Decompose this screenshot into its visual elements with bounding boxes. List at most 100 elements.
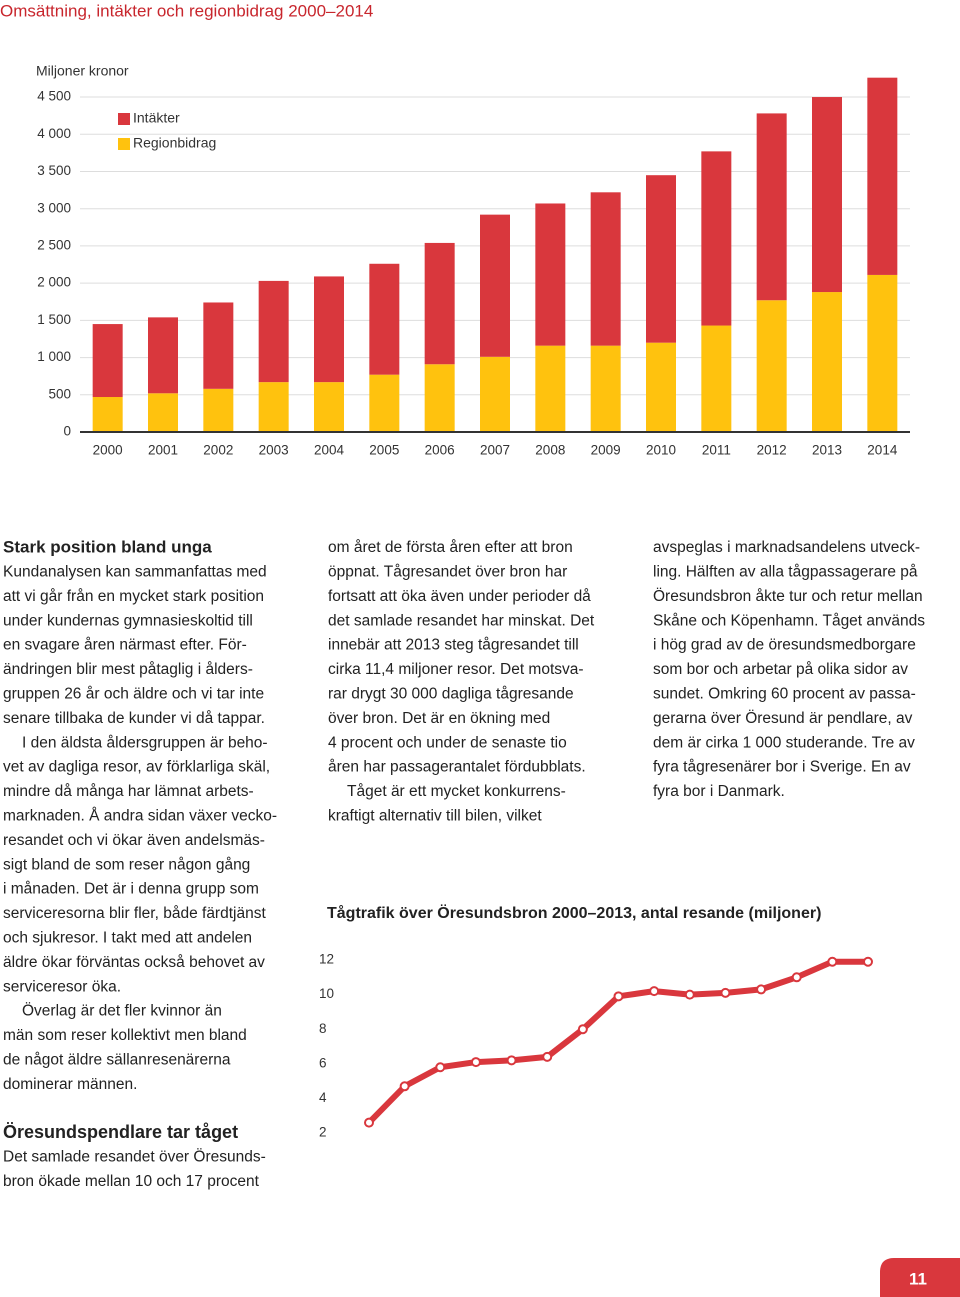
bar-segment [756, 113, 787, 301]
body-text-line: avspeglas i marknadsandelens utveck- [653, 539, 920, 556]
point-marker [827, 956, 838, 967]
bar-segment [480, 356, 510, 432]
body-text-line: Skåne och Köpenhamn. Tåget används [653, 612, 925, 629]
x-tick-label: 2006 [425, 443, 455, 458]
y-tick-label: 8 [319, 1021, 327, 1036]
body-text-line: rar drygt 30 000 dagliga tågresande [328, 685, 574, 702]
body-text-line: under kundernas gymnasieskoltid till [3, 612, 253, 629]
body-text-line: öppnat. Tågresandet över bron har [328, 563, 567, 580]
body-text-line: det samlade resandet har minskat. Det [328, 612, 595, 629]
bar-segment [867, 77, 898, 275]
point-marker [577, 1024, 588, 1035]
body-text-line: fyra bor i Danmark. [653, 783, 785, 800]
point-marker [649, 986, 660, 997]
body-text-line: dominerar männen. [3, 1076, 137, 1093]
body-text-line: män som reser kollektivt men bland [3, 1027, 247, 1044]
y-tick-label: 4 500 [37, 89, 71, 104]
x-tick-label: 2001 [148, 443, 178, 458]
bar-segment [590, 192, 621, 346]
bar-segment [812, 97, 842, 293]
bar-segment [203, 388, 234, 432]
body-text-line: och sjukresor. I takt med att andelen [3, 929, 252, 946]
bar-segment [92, 397, 123, 432]
x-tick-label: 2014 [867, 443, 898, 458]
bar-segment [590, 345, 621, 432]
x-tick-label: 2009 [591, 443, 621, 458]
body-text-line: fyra tågresenärer bor i Sverige. En av [653, 759, 911, 776]
bar-segment [369, 374, 400, 432]
x-tick-label: 2007 [480, 443, 510, 458]
bar-segment [535, 345, 566, 432]
x-tick-label: 2010 [646, 443, 676, 458]
body-text-line: i månaden. Det är i denna grupp som [3, 881, 259, 898]
body-text-line: en svagare åren närmast efter. För- [3, 637, 247, 654]
x-tick-label: 2013 [812, 443, 842, 458]
point-marker [506, 1055, 517, 1066]
bar-segment [535, 203, 566, 346]
body-text-line: mindre då många har lämnat arbets- [3, 783, 254, 800]
bar-segment [701, 151, 732, 326]
body-text-line: vet av dagliga resor, av förklarliga skä… [3, 759, 270, 776]
body-text-line: serviceresorna blir fler, både färdtjäns… [3, 905, 266, 922]
bar-segment [424, 364, 455, 432]
point-marker [364, 1117, 374, 1128]
y-tick-label: 12 [319, 952, 334, 967]
legend-swatch [118, 138, 130, 150]
x-tick-label: 2008 [535, 443, 565, 458]
y-tick-label: 2 500 [37, 237, 71, 252]
body-text-line: 4 procent och under de senaste tio [328, 734, 567, 751]
body-text-line: serviceresor öka. [3, 978, 121, 995]
body-text-line: om året de första åren efter att bron [328, 539, 573, 556]
bar-segment [258, 382, 289, 432]
legend-label: Intäkter [133, 110, 180, 126]
page-number-tab [880, 1258, 960, 1297]
body-text-line: gruppen 26 år och äldre och vi tar inte [3, 685, 264, 702]
point-marker [542, 1051, 553, 1062]
point-marker [470, 1057, 481, 1068]
point-marker [684, 989, 695, 1000]
section-heading: Stark position bland unga [3, 537, 212, 556]
y-tick-label: 2 000 [37, 275, 71, 290]
point-marker [756, 984, 767, 995]
body-text-line: Tåget är ett mycket konkurrens- [347, 783, 566, 800]
bar-segment [756, 300, 787, 432]
section-heading: Öresundspendlare tar tåget [3, 1122, 238, 1142]
y-tick-label: 3 000 [37, 200, 71, 215]
body-text-line: att vi går från en mycket stark position [3, 588, 264, 605]
x-tick-label: 2004 [314, 443, 345, 458]
bar-segment [867, 274, 898, 432]
body-text-line: innebär att 2013 steg tågresandet till [328, 637, 579, 654]
body-text-line: resandet och vi ökar även andelsmäs- [3, 832, 265, 849]
x-tick-label: 2000 [93, 443, 123, 458]
point-marker [613, 991, 624, 1002]
body-text-line: sigt bland de som reser någon gång [3, 856, 250, 873]
y-tick-label: 3 500 [37, 163, 71, 178]
body-text-line: gerarna över Öresund är pendlare, av [653, 709, 913, 727]
x-tick-label: 2002 [203, 443, 233, 458]
bar-segment [314, 276, 344, 383]
point-marker [791, 972, 802, 983]
body-text-line: fortsatt att öka även under perioder då [328, 588, 591, 605]
body-text-line: Kundanalysen kan sammanfattas med [3, 563, 267, 580]
body-text-line: cirka 11,4 miljoner resor. Det motsva- [328, 661, 584, 678]
y-tick-label: 4 000 [37, 126, 71, 141]
point-marker [720, 987, 731, 998]
x-tick-label: 2003 [259, 443, 289, 458]
bar-segment [148, 393, 178, 432]
body-text-line: ling. Hälften av alla tågpassagerare på [653, 563, 918, 580]
point-marker [863, 956, 873, 967]
body-text-line: senare tillbaka de kunder vi då tappar. [3, 710, 265, 727]
legend-swatch [118, 113, 130, 125]
bar-segment [369, 263, 400, 375]
body-text-line: Överlag är det fler kvinnor än [22, 1002, 222, 1020]
y-tick-label: 500 [48, 386, 71, 401]
point-marker [435, 1062, 446, 1073]
body-text-line: bron ökade mellan 10 och 17 procent [3, 1173, 260, 1190]
y-tick-label: 2 [319, 1125, 327, 1140]
bar-segment [148, 317, 178, 394]
point-marker [399, 1081, 410, 1092]
body-text-line: marknaden. Å andra sidan växer vecko- [3, 807, 277, 824]
body-text-line: över bron. Det är en ökning med [328, 710, 550, 727]
line [366, 958, 868, 1125]
bar-segment [92, 324, 123, 398]
